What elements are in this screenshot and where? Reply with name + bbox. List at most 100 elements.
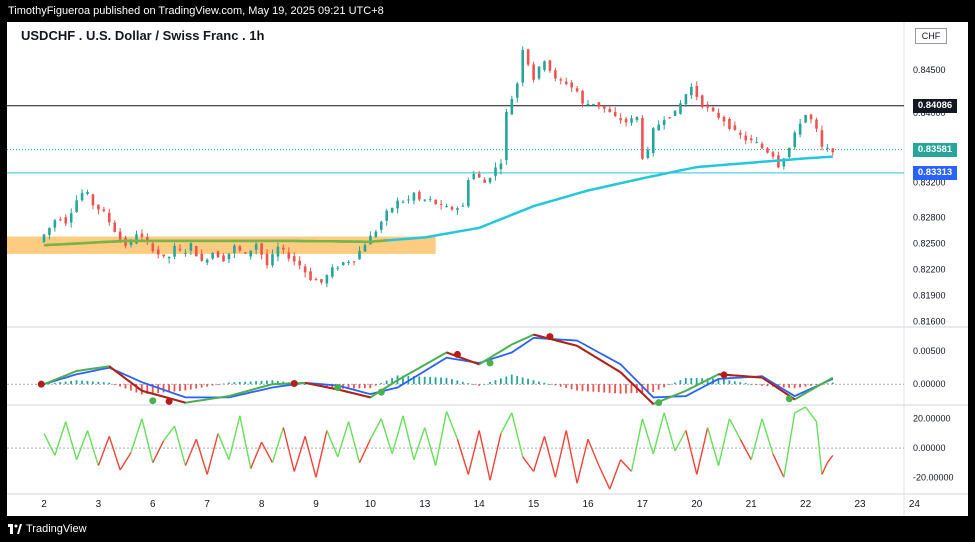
macd-histogram-bar (233, 382, 236, 385)
oscillator-segment (707, 427, 720, 466)
macd-cross-dot (453, 350, 461, 358)
candle-body (706, 104, 709, 108)
candle-body (341, 262, 345, 266)
chart-svg[interactable]: 0.84500 0.84000 0.83200 0.82800 0.82500 0.822… (7, 22, 968, 516)
oscillator-segment (54, 421, 67, 456)
macd-line-falling (636, 387, 644, 395)
oscillator-segment (391, 415, 404, 455)
macd-cross-dot (37, 380, 45, 388)
oscillator-segment (293, 436, 306, 472)
macd-histogram-bar (146, 384, 149, 394)
price-tick-label: 0.82200 (913, 265, 946, 275)
macd-histogram-bar (135, 384, 138, 393)
x-tick-label: 24 (909, 499, 921, 510)
candle-body (760, 143, 764, 149)
macd-histogram-bar (619, 384, 622, 394)
x-tick-label: 9 (313, 499, 319, 510)
candle-body (320, 279, 323, 283)
candle-body (467, 180, 470, 207)
candle-body (673, 110, 677, 116)
candle-body (526, 49, 530, 65)
candle-body (325, 275, 329, 284)
candle-body (135, 234, 138, 244)
candle-body (559, 79, 563, 81)
oscillator-segment (424, 427, 437, 466)
macd-histogram-bar (799, 384, 801, 388)
macd-line-falling (310, 382, 317, 387)
candle-body (140, 233, 144, 237)
candle-body (456, 208, 459, 210)
candle-body (173, 245, 176, 257)
macd-histogram-bar (385, 380, 388, 385)
macd-histogram-bar (804, 384, 807, 387)
macd-histogram-bar (445, 377, 448, 385)
macd-histogram-bar (831, 382, 834, 385)
oscillator-segment (772, 453, 785, 478)
macd-line-falling (777, 387, 785, 393)
candle-body (766, 148, 769, 153)
tradingview-logo[interactable]: TradingView (8, 516, 87, 542)
oscillator-segment (108, 436, 121, 471)
candle-body (238, 246, 242, 251)
candle-body (42, 234, 46, 242)
oscillator-segment (543, 436, 557, 478)
macd-histogram-bar (434, 377, 437, 385)
price-tag-resistance: 0.84086 (913, 98, 957, 113)
oscillator-segment (271, 427, 285, 463)
price-tick-label: 0.82500 (913, 238, 946, 248)
oscillator-segment (250, 441, 263, 469)
macd-histogram-bar (391, 377, 393, 385)
currency-label[interactable]: CHF (915, 28, 947, 44)
candle-body (91, 194, 95, 206)
macd-cross-dot (334, 383, 342, 391)
candle-body (793, 132, 797, 148)
macd-histogram-bar (173, 384, 176, 392)
candle-body (744, 135, 748, 141)
macd-histogram-bar (483, 383, 486, 385)
macd-histogram-bar (543, 382, 546, 385)
macd-line-falling (304, 381, 311, 385)
candle-body (809, 114, 813, 120)
candle-body (510, 98, 514, 115)
candle-body (532, 64, 535, 80)
candle-body (347, 262, 350, 264)
macd-line-falling (446, 351, 453, 356)
macd-histogram-bar (271, 380, 274, 385)
macd-histogram-bar (597, 384, 600, 393)
candle-body (575, 88, 579, 92)
macd-histogram-bar (761, 384, 763, 386)
candle-body (641, 117, 644, 159)
candle-body (211, 252, 214, 259)
candle-body (515, 83, 519, 98)
candle-body (537, 66, 541, 79)
x-tick-label: 20 (691, 499, 703, 510)
oscillator-segment (783, 412, 796, 478)
macd-histogram-bar (402, 375, 404, 385)
candle-body (276, 246, 280, 257)
macd-histogram-bar (505, 376, 508, 385)
candle-body (64, 217, 68, 224)
candle-body (222, 255, 225, 262)
candle-body (613, 111, 617, 116)
candle-body (771, 152, 775, 157)
macd-line-falling (174, 398, 181, 403)
macd-histogram-bar (581, 384, 584, 391)
macd-line-falling (619, 371, 627, 379)
macd-histogram-bar (456, 380, 459, 385)
candle-body (385, 210, 389, 221)
macd-histogram-bar (565, 384, 568, 388)
oscillator-segment (587, 438, 600, 466)
oscillator-segment (821, 462, 828, 475)
candle-body (167, 256, 171, 259)
macd-line-falling (571, 343, 578, 347)
macd-histogram-bar (559, 384, 562, 387)
macd-histogram-bar (347, 384, 350, 389)
candle-body (548, 60, 552, 71)
chart-area[interactable]: 0.84500 0.84000 0.83200 0.82800 0.82500 0.822… (7, 22, 968, 516)
macd-line-falling (467, 359, 475, 364)
osc-tick-label: 0.00000 (913, 443, 946, 453)
macd-histogram-bar (75, 380, 78, 385)
macd-histogram-bar (810, 384, 812, 386)
oscillator-segment (282, 427, 295, 472)
